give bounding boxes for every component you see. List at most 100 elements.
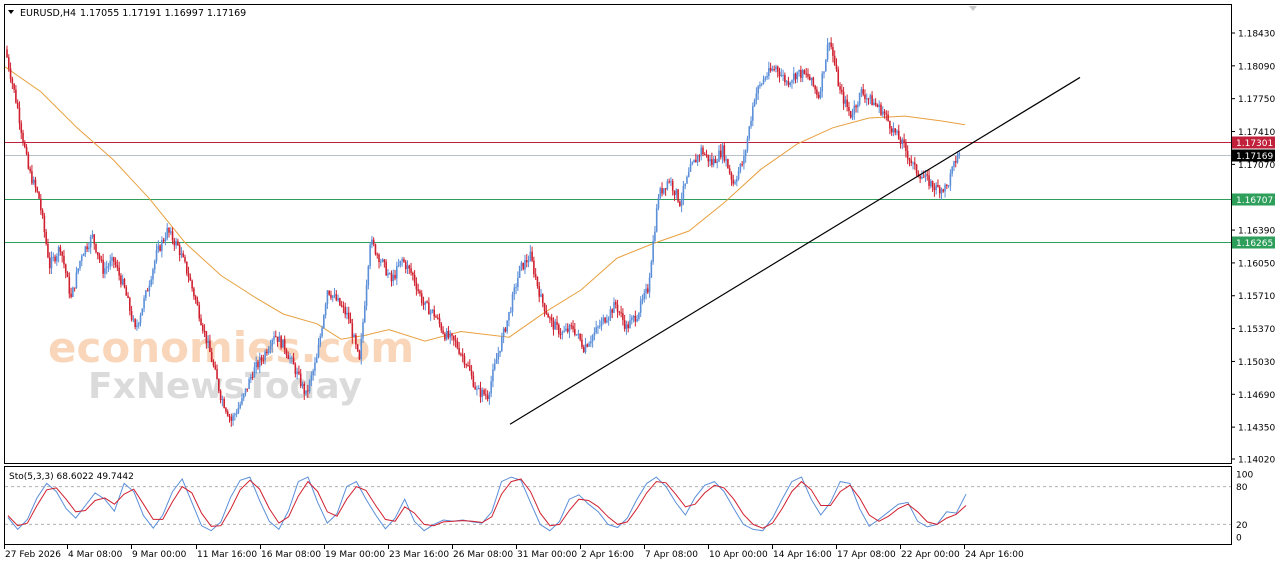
bear-candle-body: [16, 102, 19, 108]
bear-candle-body: [419, 290, 421, 294]
price-tick-label: 1.17070: [1238, 161, 1275, 171]
bear-candle-body: [647, 288, 649, 293]
bull-candle-body: [399, 260, 402, 266]
bull-candle-body: [595, 327, 597, 333]
bear-candle-body: [292, 357, 295, 365]
trendline-layer[interactable]: [509, 76, 1081, 425]
bear-candle-body: [285, 349, 288, 355]
bear-candle-body: [574, 329, 576, 335]
bull-candle-body: [232, 415, 234, 421]
price-tick-label: 1.15370: [1238, 325, 1275, 335]
bull-candle-body: [164, 238, 167, 242]
price-tick-label: 1.16390: [1238, 227, 1275, 237]
bull-candle-body: [305, 390, 307, 394]
bull-candle-body: [744, 150, 747, 157]
price-level-badge-current: [1232, 149, 1275, 162]
bull-candle-body: [858, 92, 861, 105]
bear-candle-body: [428, 302, 430, 315]
bull-candle-body: [643, 292, 646, 299]
bull-candle-body: [629, 320, 631, 329]
bear-candle-body: [374, 244, 377, 255]
bull-candle-body: [388, 273, 391, 275]
bear-candle-body: [880, 104, 882, 115]
bull-candle-body: [736, 179, 738, 182]
bull-candle-body: [506, 320, 508, 332]
bull-candle-body: [823, 71, 825, 74]
bear-candle-body: [579, 333, 581, 340]
bull-candle-body: [598, 326, 601, 328]
bear-candle-body: [24, 142, 26, 148]
bear-candle-body: [899, 139, 902, 144]
bull-candle-body: [709, 159, 711, 162]
bear-candle-body: [422, 303, 425, 305]
bull-candle-body: [148, 285, 151, 291]
bear-candle-body: [251, 376, 254, 378]
bear-candle-body: [549, 317, 551, 319]
bull-candle-body: [369, 244, 371, 267]
ascending-trendline[interactable]: [509, 76, 1081, 425]
bear-candle-body: [570, 325, 573, 327]
bull-candle-body: [333, 294, 336, 296]
bull-candle-body: [331, 295, 334, 298]
bull-candle-body: [449, 333, 452, 338]
bear-candle-body: [741, 164, 743, 166]
bear-candle-body: [889, 121, 891, 129]
scroll-shift-marker-icon[interactable]: [969, 6, 977, 11]
bear-candle-body: [787, 81, 790, 86]
bear-candle-body: [61, 251, 63, 256]
bear-candle-body: [257, 361, 259, 368]
bull-candle-body: [591, 335, 594, 342]
bear-candle-body: [622, 313, 624, 321]
bull-candle-body: [362, 322, 364, 339]
bull-candle-body: [518, 265, 521, 278]
bear-candle-body: [390, 273, 393, 282]
bear-candle-body: [908, 158, 911, 161]
bull-candle-body: [607, 317, 610, 321]
stochastic-pane-frame: [4, 466, 1232, 545]
bear-candle-body: [855, 105, 857, 108]
bear-candle-body: [344, 307, 346, 315]
bear-candle-body: [794, 73, 797, 80]
bull-candle-body: [844, 99, 847, 104]
price-level-badge-support: [1232, 193, 1275, 206]
bull-candle-body: [111, 257, 113, 261]
bull-candle-body: [289, 357, 291, 360]
bear-candle-body: [6, 49, 8, 58]
bull-candle-body: [324, 304, 327, 316]
bear-candle-body: [358, 350, 361, 360]
bear-candle-body: [452, 335, 455, 340]
bear-candle-body: [433, 309, 435, 317]
bear-candle-body: [335, 294, 338, 301]
bull-candle-body: [949, 173, 952, 186]
bull-candle-body: [752, 106, 754, 121]
time-tick-label: 23 Mar 16:00: [389, 550, 449, 560]
bull-candle-body: [524, 260, 526, 270]
bull-candle-body: [944, 184, 946, 192]
bear-candle-body: [885, 113, 888, 115]
bear-candle-body: [125, 287, 128, 296]
bull-candle-body: [308, 380, 311, 392]
bull-candle-body: [956, 155, 959, 163]
bear-candle-body: [31, 171, 33, 184]
bull-candle-body: [764, 77, 767, 80]
bear-candle-body: [96, 252, 99, 256]
time-tick-label: 11 Mar 16:00: [197, 550, 257, 560]
price-level-label-support: 1.16707: [1236, 196, 1273, 206]
bear-candle-body: [162, 240, 165, 242]
price-tick-label: 1.17410: [1238, 128, 1275, 138]
bull-candle-body: [346, 312, 348, 315]
symbol-menu-arrow-icon[interactable]: [8, 10, 14, 14]
bull-candle-body: [757, 86, 759, 94]
bear-candle-body: [867, 98, 870, 100]
bull-candle-body: [380, 261, 382, 263]
bear-candle-body: [415, 282, 418, 290]
bear-candle-body: [926, 174, 929, 176]
bear-candle-body: [40, 198, 42, 211]
bull-candle-body: [207, 340, 209, 344]
bull-candle-body: [597, 326, 599, 328]
bull-candle-body: [686, 176, 688, 184]
bull-candle-body: [739, 164, 742, 172]
bull-candle-body: [499, 350, 501, 354]
